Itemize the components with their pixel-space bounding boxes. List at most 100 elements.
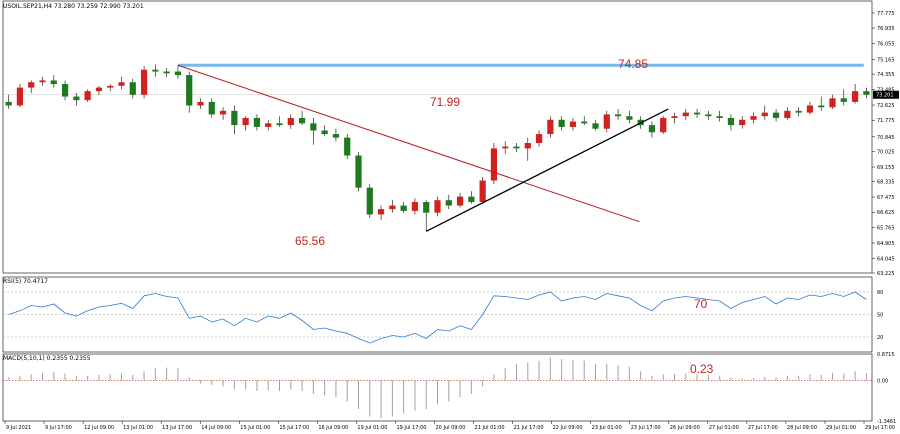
x-tick-label: 14 Jul 09:00 (201, 425, 231, 431)
price-y-tick-label: 71.775 (877, 118, 895, 124)
candle-body (761, 112, 768, 117)
candle-body (660, 117, 667, 133)
candle-body (276, 123, 283, 126)
candle-body (287, 117, 294, 126)
macd-y-tick-label: 0.8715 (877, 352, 895, 358)
candle-body (468, 196, 475, 202)
rsi-y-tick-label: 80 (877, 290, 883, 296)
candle-body (693, 112, 701, 115)
candle-body (332, 134, 340, 138)
candle-body (242, 117, 249, 126)
candle-body (163, 71, 170, 74)
candle-body (829, 98, 836, 108)
price-y-tick-label: 67.475 (877, 195, 895, 201)
price-y-tick-label: 65.765 (877, 226, 895, 232)
candle-body (16, 87, 24, 106)
candle-body (818, 105, 825, 108)
candle-body (186, 75, 193, 106)
candle-body (253, 117, 261, 127)
x-tick-label: 27 Jul 17:00 (748, 425, 778, 431)
candle-body (219, 110, 227, 115)
candle-body (107, 85, 114, 88)
price-y-tick-label: 77.775 (877, 11, 895, 17)
candle-body (50, 80, 57, 85)
candle-body (61, 84, 69, 97)
x-tick-label: 21 Jul 01:00 (475, 425, 505, 431)
candle-body (197, 101, 204, 106)
x-tick-label: 29 Jul 01:00 (826, 425, 856, 431)
candle-body (705, 114, 712, 117)
x-tick-label: 19 Jul 17:00 (396, 425, 426, 431)
candle-body (231, 110, 238, 126)
candle-body (535, 134, 543, 143)
candle-body (840, 98, 847, 102)
rsi-header: RSI(5) 70.4717 (3, 278, 48, 285)
candle-body (502, 146, 509, 149)
candle-body (682, 112, 689, 117)
x-tick-label: 12 Jul 09:00 (84, 425, 114, 431)
candle-body (524, 143, 531, 149)
candle-body (456, 196, 464, 206)
price-y-tick-label: 70.025 (877, 149, 895, 155)
candle-body (355, 155, 362, 188)
price-y-tick-label: 70.845 (877, 135, 895, 141)
annotation-rsi: 70 (694, 297, 708, 311)
x-tick-label: 28 Jul 09:00 (787, 425, 817, 431)
x-tick-label: 13 Jul 17:00 (162, 425, 192, 431)
candle-body (208, 101, 215, 115)
x-tick-label: 21 Jul 17:00 (514, 425, 544, 431)
candle-body (513, 146, 520, 149)
candle-body (84, 91, 91, 101)
price-panel-frame (2, 0, 873, 274)
rsi-line (8, 291, 867, 344)
candle-body (411, 201, 419, 211)
candle-body (614, 114, 622, 117)
candle-body (389, 205, 396, 210)
x-tick-label: 23 Jul 17:00 (631, 425, 661, 431)
candle-body (445, 200, 452, 206)
candle-body (851, 91, 859, 102)
price-y-tick-label: 66.625 (877, 210, 895, 216)
downtrend-line (177, 64, 640, 223)
price-y-tick-label: 76.935 (877, 26, 895, 32)
candle-body (298, 117, 306, 124)
candle-body (174, 71, 182, 76)
rsi-panel-frame (2, 276, 873, 353)
candle-body (118, 82, 125, 86)
macd-panel-frame (2, 353, 873, 422)
candle-body (558, 119, 565, 127)
annotation-macd: 0.23 (690, 362, 714, 376)
rsi-y-tick-label: 20 (877, 335, 883, 341)
price-y-tick-label: 64.905 (877, 241, 895, 247)
price-y-tick-label: 68.335 (877, 180, 895, 186)
candle-body (863, 91, 870, 95)
candle-body (569, 121, 577, 127)
candle-body (671, 116, 678, 118)
candle-body (366, 187, 373, 215)
price-y-tick-label: 73.485 (877, 88, 895, 94)
price-y-tick-label: 75.165 (877, 58, 895, 64)
annotation-mid: 71.99 (430, 95, 461, 109)
price-y-tick-label: 74.355 (877, 72, 895, 78)
price-y-tick-label: 76.055 (877, 42, 895, 48)
rsi-y-tick-label: 50 (877, 313, 883, 319)
macd-y-tick-label: -1.3461 (877, 419, 896, 425)
candle-body (321, 130, 328, 135)
x-tick-label: 9 Jul 2021 (6, 425, 31, 431)
x-tick-label: 29 Jul 17:00 (865, 425, 895, 431)
x-tick-label: 23 Jul 01:00 (592, 425, 622, 431)
candle-body (5, 101, 12, 106)
macd-header: MACD(5,10,1) 0.2355 0.2355 (3, 355, 91, 362)
x-tick-label: 20 Jul 09:00 (436, 425, 466, 431)
candle-body (28, 82, 35, 88)
current-price-marker (873, 90, 899, 99)
x-tick-label: 13 Jul 01:00 (123, 425, 153, 431)
price-y-tick-label: 69.155 (877, 165, 895, 171)
x-tick-label: 22 Jul 09:00 (553, 425, 583, 431)
uptrend-line (425, 108, 669, 232)
candle-body (490, 148, 498, 181)
candle-body (772, 112, 780, 118)
candle-body (434, 200, 441, 213)
candle-body (400, 205, 407, 211)
current-price-label: 73.201 (876, 93, 894, 99)
